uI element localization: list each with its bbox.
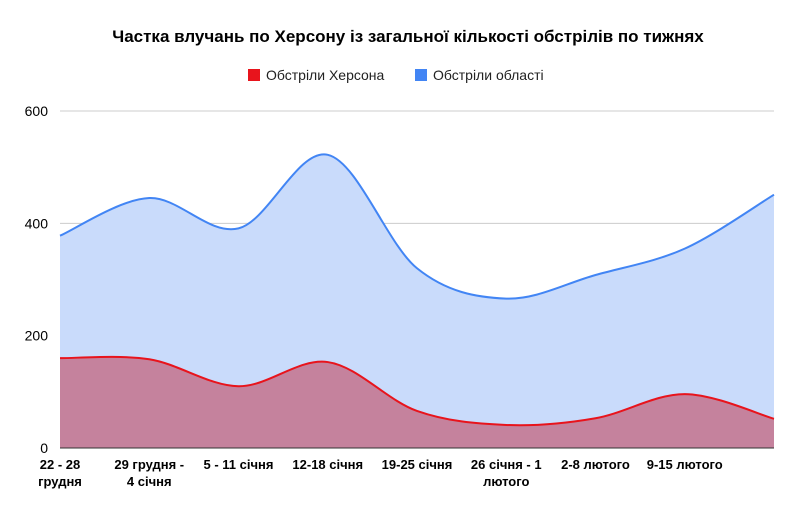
x-tick-label: 19-25 січня: [382, 457, 453, 472]
x-tick-label: 22 - 28 грудня: [38, 457, 82, 489]
y-axis: 0 200 400 600: [25, 103, 49, 456]
x-tick-label: 12-18 січня: [292, 457, 363, 472]
x-tick-label: 29 грудня -4 січня: [114, 457, 184, 489]
x-tick-label: 9-15 лютого: [647, 457, 723, 472]
x-axis: 22 - 28 грудня 29 грудня -4 січня 5 - 11 сі…: [38, 457, 723, 489]
chart-title: Частка влучань по Херсону із загальної к…: [112, 27, 704, 46]
series-line-region: [59, 153, 775, 300]
legend-label-kherson: Обстріли Херсона: [266, 67, 385, 83]
legend-label-region: Обстріли області: [433, 67, 544, 83]
x-tick-label: 2-8 лютого: [561, 457, 630, 472]
area-fill-kherson: [60, 356, 774, 448]
x-tick-label: 5 - 11 січня: [204, 457, 274, 472]
y-tick-label: 600: [25, 103, 49, 119]
x-tick-label: 26 січня - 1 лютого: [471, 457, 542, 489]
series-line-kherson: [59, 355, 775, 427]
legend: Обстріли Херсона Обстріли області: [248, 67, 544, 83]
plot-area: [59, 153, 775, 448]
area-fill-region: [60, 154, 774, 448]
legend-swatch-region: [415, 69, 427, 81]
y-tick-label: 0: [40, 440, 48, 456]
legend-swatch-kherson: [248, 69, 260, 81]
y-tick-label: 200: [25, 328, 49, 344]
y-tick-label: 400: [25, 215, 49, 231]
